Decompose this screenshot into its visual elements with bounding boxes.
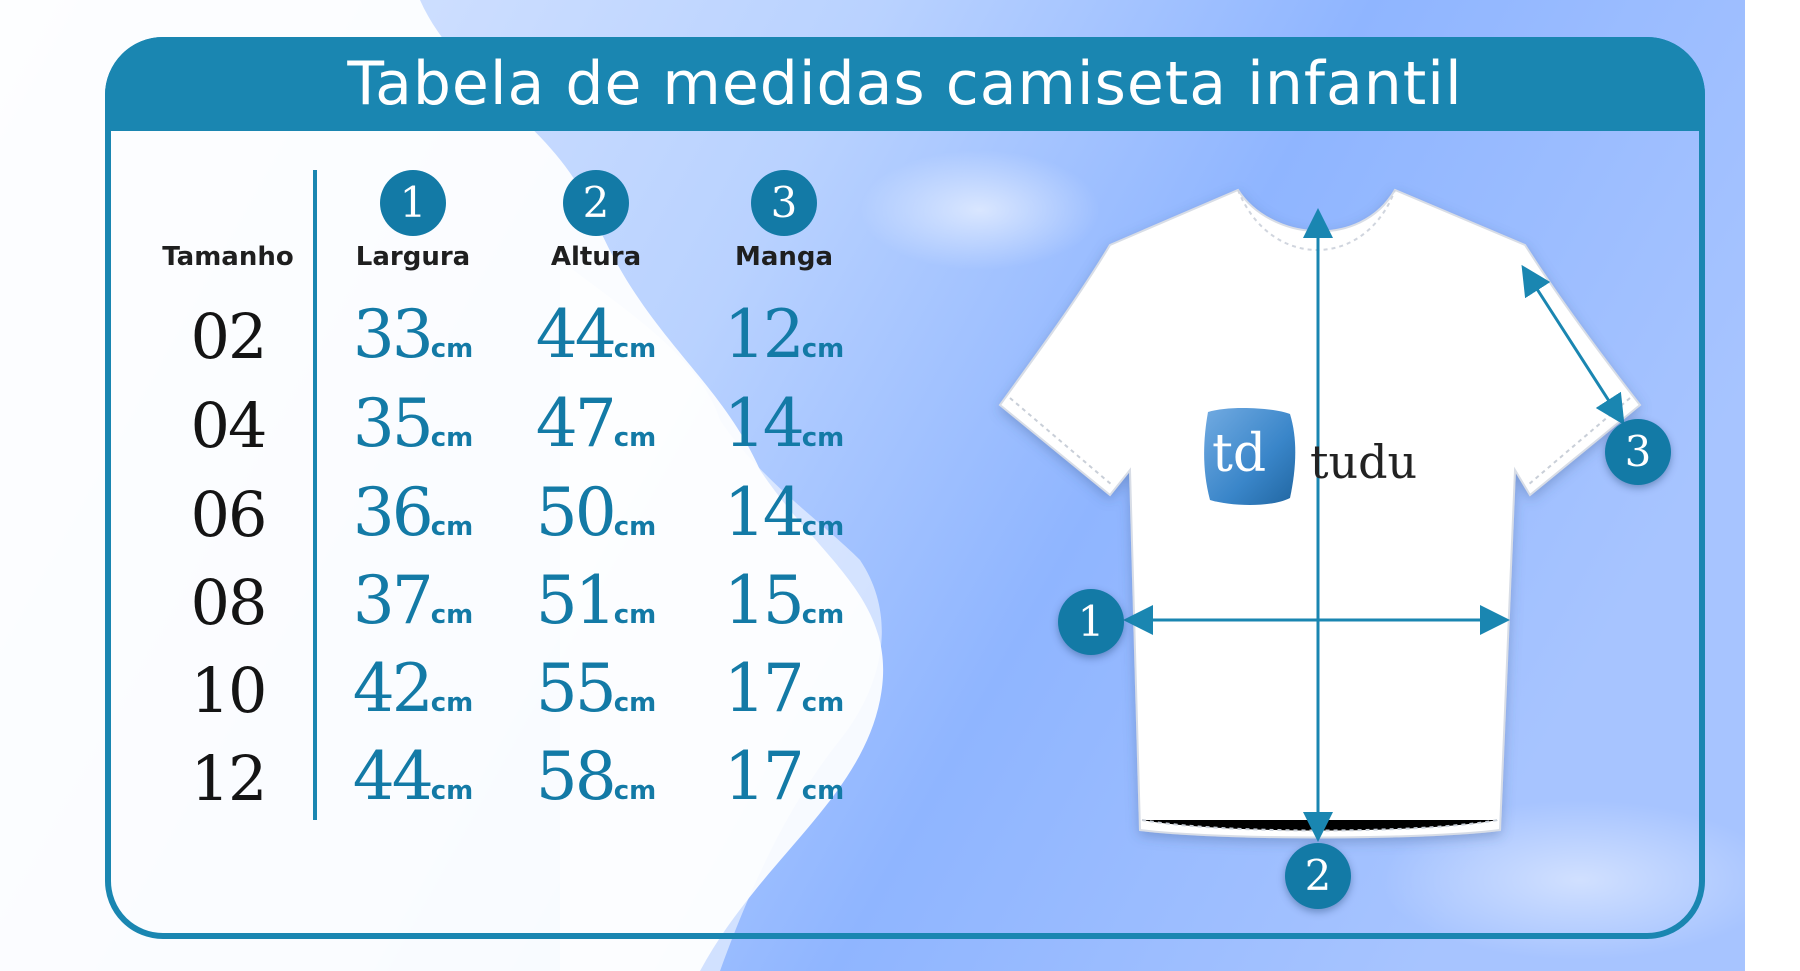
logo-name: tudu — [1310, 435, 1418, 489]
table-divider — [313, 170, 317, 820]
measurement-value: 17 — [723, 650, 805, 727]
measurement-cell: 17cm — [699, 650, 869, 727]
measurement-value: 50 — [535, 474, 617, 551]
measurement-cell: 15cm — [699, 562, 869, 639]
unit-label: cm — [613, 600, 657, 630]
measurement-cell: 14cm — [699, 474, 869, 551]
unit-label: cm — [430, 512, 474, 542]
unit-label: cm — [801, 334, 845, 364]
measurement-cell: 50cm — [511, 474, 681, 551]
marker-width: 1 — [1058, 589, 1124, 655]
marker-sleeve: 3 — [1605, 419, 1671, 485]
measurement-cell: 14cm — [699, 385, 869, 462]
size-value: 10 — [190, 654, 268, 727]
measurement-cell: 36cm — [328, 474, 498, 551]
size-value: 04 — [190, 389, 268, 462]
unit-label: cm — [430, 423, 474, 453]
size-value: 06 — [190, 478, 268, 551]
column-number-badge: 1 — [380, 170, 446, 236]
unit-label: cm — [613, 334, 657, 364]
unit-label: cm — [430, 600, 474, 630]
column-header: Altura — [550, 242, 642, 272]
measurement-value: 14 — [723, 385, 805, 462]
logo-mark-icon — [1204, 407, 1296, 505]
measurement-value: 58 — [535, 738, 617, 815]
measurement-cell: 12cm — [699, 296, 869, 373]
logo-mark: td — [1212, 424, 1267, 484]
measurement-value: 47 — [535, 385, 617, 462]
unit-label: cm — [801, 423, 845, 453]
tshirt-shape — [998, 188, 1642, 839]
size-value: 08 — [190, 566, 268, 639]
page-title: Tabela de medidas camiseta infantil — [347, 49, 1463, 119]
title-bar — [105, 37, 1705, 131]
measurement-value: 55 — [535, 650, 617, 727]
unit-label: cm — [801, 600, 845, 630]
unit-label: cm — [613, 512, 657, 542]
measurement-value: 12 — [723, 296, 805, 373]
measurement-cell: 37cm — [328, 562, 498, 639]
measurement-value: 14 — [723, 474, 805, 551]
measurement-value: 17 — [723, 738, 805, 815]
unit-label: cm — [801, 688, 845, 718]
measurement-value: 37 — [352, 562, 434, 639]
size-value: 12 — [190, 742, 268, 815]
unit-label: cm — [801, 776, 845, 806]
measurement-value: 51 — [535, 562, 617, 639]
measurement-cell: 44cm — [511, 296, 681, 373]
measurement-cell: 17cm — [699, 738, 869, 815]
unit-label: cm — [613, 688, 657, 718]
unit-label: cm — [430, 776, 474, 806]
sleeve-arrow — [1521, 264, 1625, 426]
measurement-cell: 33cm — [328, 296, 498, 373]
measurement-value: 44 — [535, 296, 617, 373]
measurement-value: 42 — [352, 650, 434, 727]
size-header: Tamanho — [162, 242, 294, 272]
column-number-badge: 3 — [751, 170, 817, 236]
unit-label: cm — [613, 776, 657, 806]
measurement-value: 44 — [352, 738, 434, 815]
measurement-cell: 58cm — [511, 738, 681, 815]
measurement-cell: 47cm — [511, 385, 681, 462]
column-number-badge: 2 — [563, 170, 629, 236]
measurement-value: 15 — [723, 562, 805, 639]
unit-label: cm — [430, 334, 474, 364]
column-header: Largura — [355, 242, 471, 272]
measurement-cell: 42cm — [328, 650, 498, 727]
column-header: Manga — [734, 242, 834, 272]
marker-height: 2 — [1285, 843, 1351, 909]
size-value: 02 — [190, 300, 268, 373]
measurement-arrows — [1123, 208, 1625, 842]
measurement-value: 33 — [352, 296, 434, 373]
measurement-cell: 55cm — [511, 650, 681, 727]
measurement-cell: 35cm — [328, 385, 498, 462]
unit-label: cm — [613, 423, 657, 453]
measurement-value: 36 — [352, 474, 434, 551]
measurement-cell: 51cm — [511, 562, 681, 639]
measurement-value: 35 — [352, 385, 434, 462]
unit-label: cm — [801, 512, 845, 542]
measurement-cell: 44cm — [328, 738, 498, 815]
unit-label: cm — [430, 688, 474, 718]
